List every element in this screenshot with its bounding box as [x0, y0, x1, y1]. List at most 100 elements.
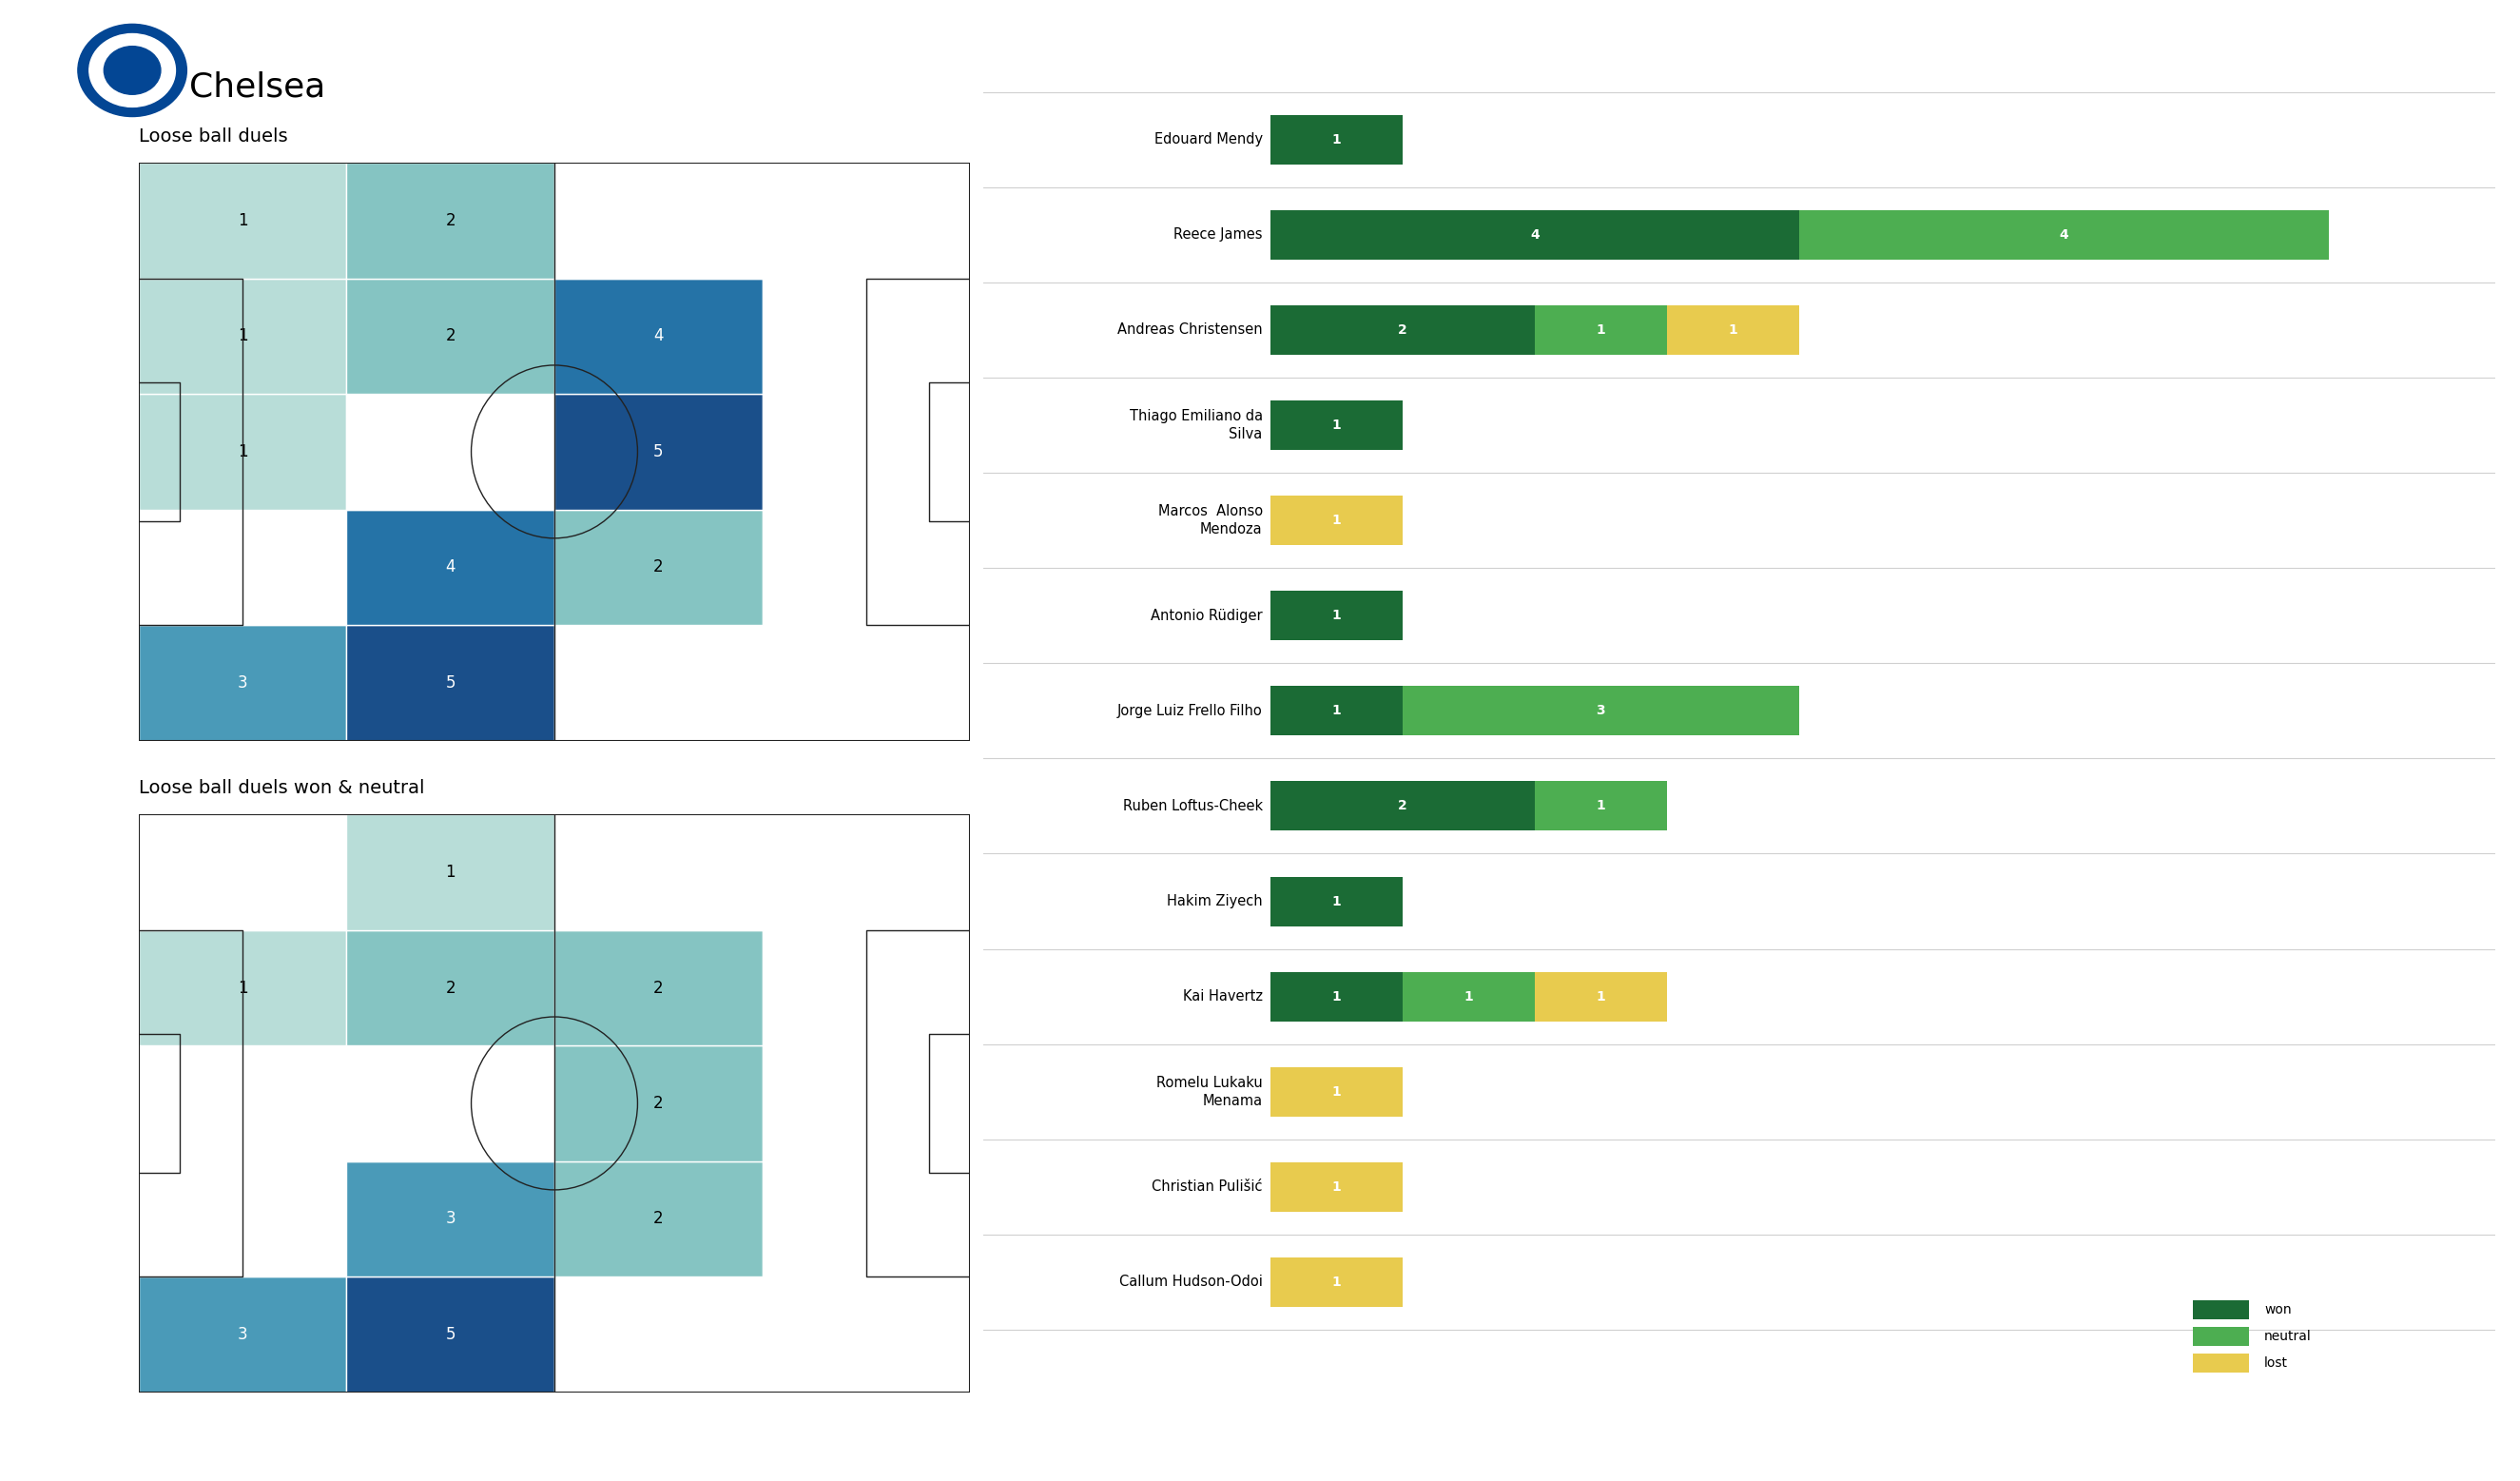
Text: 1: 1 — [1331, 1180, 1341, 1194]
Text: Loose ball duels won & neutral: Loose ball duels won & neutral — [139, 779, 423, 797]
Bar — [554, 278, 761, 394]
Bar — [554, 1161, 761, 1277]
Text: Romelu Lukaku
Menama: Romelu Lukaku Menama — [1157, 1075, 1263, 1108]
Text: Callum Hudson-Odoi: Callum Hudson-Odoi — [1119, 1275, 1263, 1290]
Bar — [1535, 972, 1668, 1022]
Bar — [554, 509, 761, 625]
Text: 2: 2 — [1399, 323, 1406, 336]
Text: Edouard Mendy: Edouard Mendy — [1154, 132, 1263, 147]
Text: Loose ball duels: Loose ball duels — [139, 127, 287, 145]
Bar — [139, 1277, 345, 1392]
Bar — [761, 815, 970, 930]
Text: 1: 1 — [1464, 989, 1474, 1003]
Bar — [345, 815, 554, 930]
Bar — [761, 163, 970, 278]
Bar — [761, 509, 970, 625]
Bar — [1535, 305, 1668, 355]
Text: Ruben Loftus-Cheek: Ruben Loftus-Cheek — [1121, 798, 1263, 813]
Text: 5: 5 — [653, 443, 663, 461]
Bar — [1270, 400, 1401, 450]
Text: 4: 4 — [2059, 228, 2069, 241]
Bar — [345, 509, 554, 625]
Bar — [761, 930, 970, 1046]
Text: 2: 2 — [653, 558, 663, 576]
Circle shape — [103, 46, 161, 95]
Text: Kai Havertz: Kai Havertz — [1182, 989, 1263, 1004]
Bar — [1535, 782, 1668, 831]
Text: 4: 4 — [1530, 228, 1540, 241]
Bar — [1270, 1163, 1401, 1211]
Bar — [1270, 496, 1401, 545]
Bar — [1270, 116, 1401, 164]
Text: 1: 1 — [237, 443, 247, 461]
Text: 2: 2 — [446, 979, 456, 997]
Text: 5: 5 — [446, 1325, 456, 1343]
Bar — [1401, 972, 1535, 1022]
Bar — [139, 163, 345, 278]
Bar — [761, 1161, 970, 1277]
Bar — [554, 163, 761, 278]
Text: Thiago Emiliano da
Silva: Thiago Emiliano da Silva — [1129, 409, 1263, 441]
Bar — [345, 930, 554, 1046]
Bar — [2192, 1327, 2248, 1346]
Bar — [345, 1161, 554, 1277]
Text: 2: 2 — [653, 979, 663, 997]
Bar — [1270, 686, 1401, 736]
Text: Andreas Christensen: Andreas Christensen — [1116, 323, 1263, 338]
Text: 1: 1 — [1331, 609, 1341, 622]
Bar — [761, 1277, 970, 1392]
Text: 4: 4 — [446, 558, 456, 576]
Text: 1: 1 — [1331, 895, 1341, 908]
Text: 1: 1 — [237, 212, 247, 230]
Bar — [761, 278, 970, 394]
Circle shape — [78, 24, 186, 117]
Bar — [345, 394, 554, 509]
Bar — [1270, 972, 1401, 1022]
Text: 1: 1 — [446, 863, 456, 881]
Bar — [1668, 305, 1799, 355]
Circle shape — [88, 34, 176, 107]
Bar — [554, 1046, 761, 1161]
Bar — [345, 278, 554, 394]
Text: 1: 1 — [1331, 133, 1341, 147]
Text: 1: 1 — [1331, 419, 1341, 432]
Text: 2: 2 — [653, 1210, 663, 1228]
Bar — [2192, 1300, 2248, 1320]
Bar — [139, 1161, 345, 1277]
Bar — [345, 163, 554, 278]
Text: 1: 1 — [237, 327, 247, 345]
Bar — [1270, 877, 1401, 926]
Bar — [1401, 686, 1799, 736]
Text: 1: 1 — [1331, 514, 1341, 527]
Bar — [345, 1277, 554, 1392]
Bar — [1270, 305, 1535, 355]
Text: 1: 1 — [1595, 323, 1605, 336]
Text: lost: lost — [2263, 1357, 2288, 1370]
Text: 4: 4 — [653, 327, 663, 345]
Text: Chelsea: Chelsea — [189, 71, 325, 102]
Text: 1: 1 — [1331, 1275, 1341, 1288]
Text: Christian Pulišić: Christian Pulišić — [1152, 1180, 1263, 1194]
Bar — [139, 394, 345, 509]
Text: 3: 3 — [446, 1210, 456, 1228]
Bar — [1270, 1066, 1401, 1117]
Bar — [1270, 1257, 1401, 1306]
Bar — [1270, 782, 1535, 831]
Bar — [345, 1046, 554, 1161]
Bar — [139, 278, 345, 394]
Text: 2: 2 — [1399, 800, 1406, 813]
Text: Jorge Luiz Frello Filho: Jorge Luiz Frello Filho — [1116, 703, 1263, 718]
Text: 1: 1 — [1331, 1086, 1341, 1099]
Text: Antonio Rüdiger: Antonio Rüdiger — [1152, 609, 1263, 624]
Bar — [554, 815, 761, 930]
Text: 1: 1 — [237, 979, 247, 997]
Bar — [761, 1046, 970, 1161]
Bar — [1270, 210, 1799, 259]
Bar — [345, 625, 554, 740]
Text: 3: 3 — [237, 674, 247, 692]
Text: won: won — [2263, 1303, 2291, 1317]
Bar — [761, 625, 970, 740]
Text: 2: 2 — [446, 212, 456, 230]
Text: 1: 1 — [1331, 989, 1341, 1003]
Text: 1: 1 — [1595, 800, 1605, 813]
